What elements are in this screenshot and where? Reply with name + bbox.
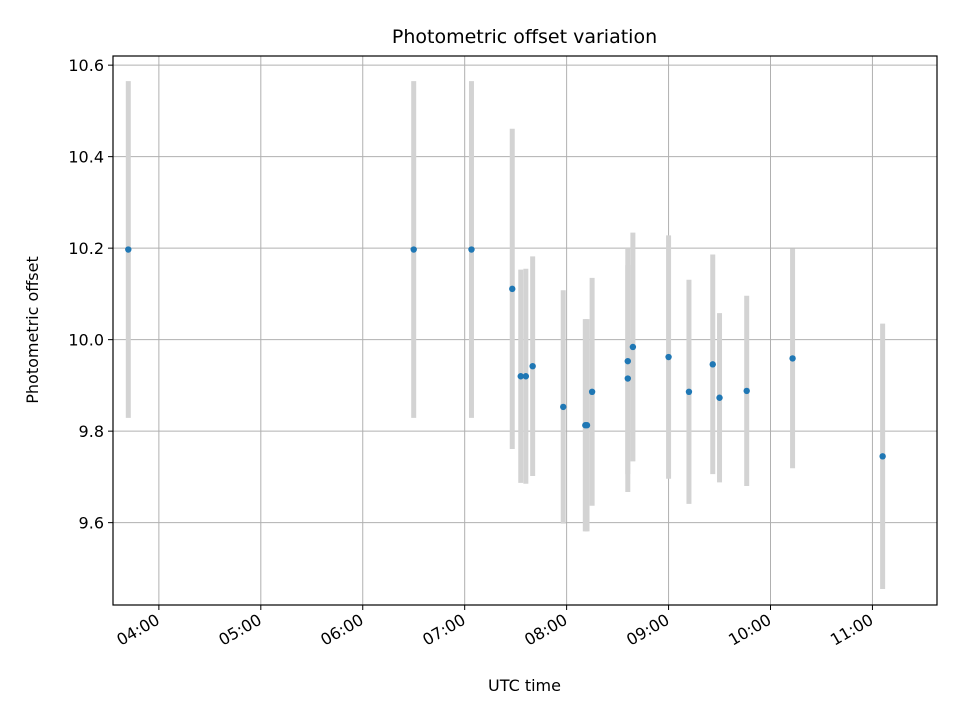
data-point — [624, 357, 631, 365]
y-tick-label: 9.6 — [79, 514, 104, 533]
y-tick-label: 10.4 — [68, 148, 104, 167]
data-point — [560, 403, 567, 411]
data-point — [529, 362, 536, 370]
data-point — [522, 373, 530, 380]
data-point — [588, 388, 596, 396]
chart-title: Photometric offset variation — [392, 26, 657, 48]
data-point — [789, 355, 796, 362]
y-tick-label: 10.6 — [68, 56, 104, 75]
data-point — [665, 353, 672, 361]
x-axis-title: UTC time — [488, 676, 561, 695]
data-point — [716, 394, 723, 401]
plot-frame — [112, 55, 938, 606]
y-axis-title: Photometric offset — [23, 256, 42, 404]
data-points — [125, 246, 886, 460]
data-point — [509, 285, 516, 293]
data-point — [685, 388, 693, 396]
data-point — [629, 343, 637, 351]
data-point — [517, 373, 524, 380]
data-point — [879, 453, 886, 460]
y-tick-label: 10.2 — [68, 239, 104, 258]
y-axis: 9.6 9.8 10.0 10.2 10.4 10.6 — [68, 56, 113, 533]
data-point — [125, 246, 132, 253]
data-point — [709, 361, 716, 368]
data-point — [410, 246, 417, 253]
data-point — [583, 422, 591, 429]
data-point — [468, 246, 475, 253]
data-point — [624, 375, 631, 382]
data-point — [743, 387, 750, 395]
y-tick-label: 9.8 — [79, 422, 104, 441]
y-tick-label: 10.0 — [68, 331, 104, 350]
